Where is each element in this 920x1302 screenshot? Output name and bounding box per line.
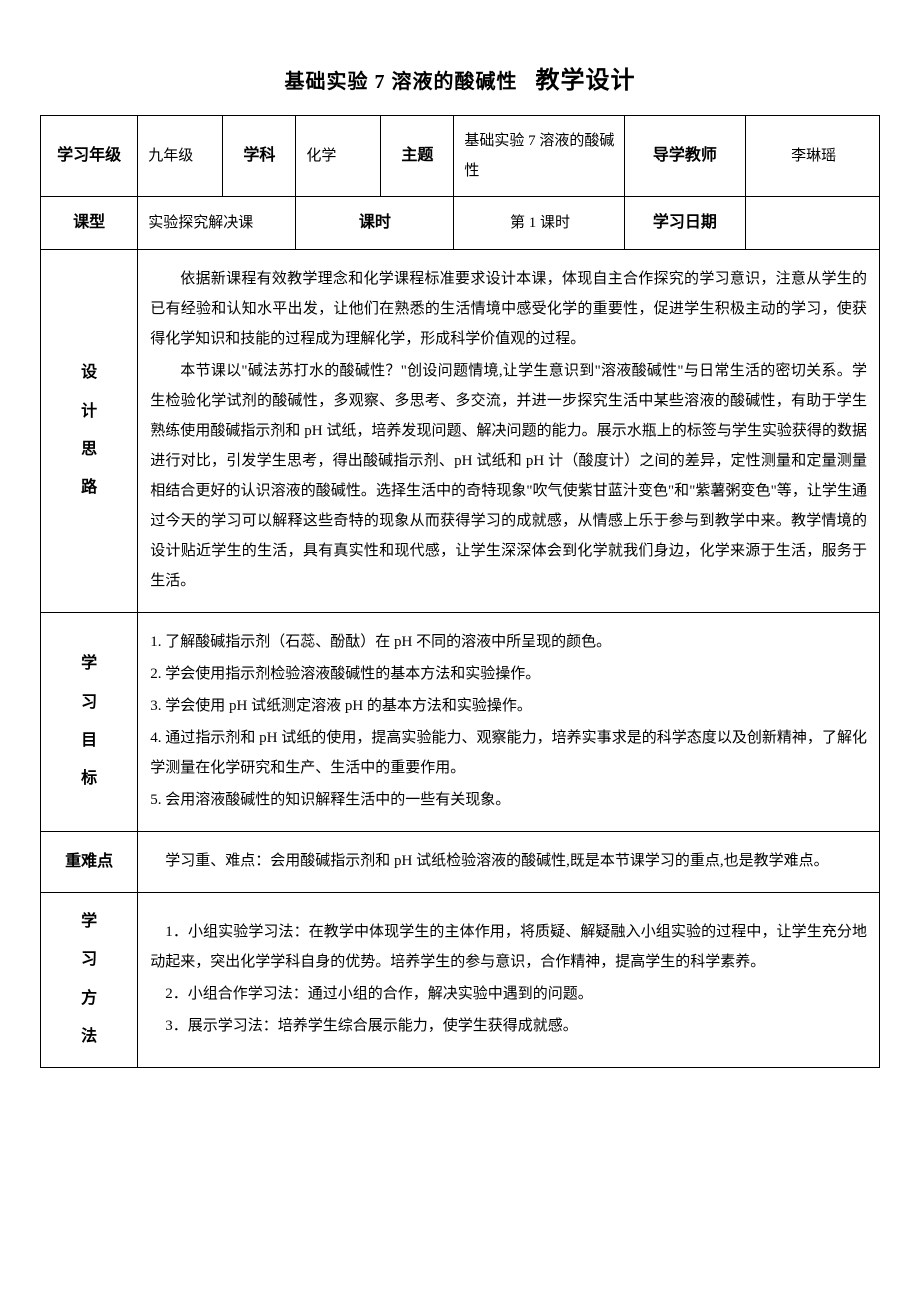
keypoints-label: 重难点 (41, 832, 138, 893)
design-content: 依据新课程有效教学理念和化学课程标准要求设计本课，体现自主合作探究的学习意识，注… (138, 250, 880, 613)
period-value: 第 1 课时 (454, 197, 624, 250)
methods-content: 1．小组实验学习法：在教学中体现学生的主体作用，将质疑、解疑融入小组实验的过程中… (138, 893, 880, 1068)
grade-value: 九年级 (138, 116, 223, 197)
keypoints-row: 重难点 学习重、难点：会用酸碱指示剂和 pH 试纸检验溶液的酸碱性,既是本节课学… (41, 832, 880, 893)
method-item: 1．小组实验学习法：在教学中体现学生的主体作用，将质疑、解疑融入小组实验的过程中… (150, 917, 867, 977)
objectives-label: 学 习 目 标 (41, 613, 138, 832)
date-label: 学习日期 (624, 197, 746, 250)
methods-label: 学 习 方 法 (41, 893, 138, 1068)
title-main: 基础实验 7 溶液的酸碱性 (285, 71, 518, 93)
header-row-2: 课型 实验探究解决课 课时 第 1 课时 学习日期 (41, 197, 880, 250)
objectives-row: 学 习 目 标 1. 了解酸碱指示剂（石蕊、酚酞）在 pH 不同的溶液中所呈现的… (41, 613, 880, 832)
objective-item: 3. 学会使用 pH 试纸测定溶液 pH 的基本方法和实验操作。 (150, 691, 867, 721)
design-p2: 本节课以"碱法苏打水的酸碱性？"创设问题情境,让学生意识到"溶液酸碱性"与日常生… (150, 356, 867, 596)
lesson-plan-table: 学习年级 九年级 学科 化学 主题 基础实验 7 溶液的酸碱性 导学教师 李琳瑶… (40, 115, 880, 1068)
teacher-value: 李琳瑶 (746, 116, 880, 197)
design-label: 设 计 思 路 (41, 250, 138, 613)
objective-item: 2. 学会使用指示剂检验溶液酸碱性的基本方法和实验操作。 (150, 659, 867, 689)
keypoints-text: 学习重、难点：会用酸碱指示剂和 pH 试纸检验溶液的酸碱性,既是本节课学习的重点… (150, 846, 867, 876)
objective-item: 5. 会用溶液酸碱性的知识解释生活中的一些有关现象。 (150, 785, 867, 815)
date-value (746, 197, 880, 250)
topic-label: 主题 (381, 116, 454, 197)
methods-row: 学 习 方 法 1．小组实验学习法：在教学中体现学生的主体作用，将质疑、解疑融入… (41, 893, 880, 1068)
design-row: 设 计 思 路 依据新课程有效教学理念和化学课程标准要求设计本课，体现自主合作探… (41, 250, 880, 613)
subject-label: 学科 (223, 116, 296, 197)
topic-value: 基础实验 7 溶液的酸碱性 (454, 116, 624, 197)
period-label: 课时 (296, 197, 454, 250)
title-suffix: 教学设计 (536, 68, 636, 94)
method-item: 3．展示学习法：培养学生综合展示能力，使学生获得成就感。 (150, 1011, 867, 1041)
document-title: 基础实验 7 溶液的酸碱性 教学设计 (40, 60, 880, 95)
keypoints-content: 学习重、难点：会用酸碱指示剂和 pH 试纸检验溶液的酸碱性,既是本节课学习的重点… (138, 832, 880, 893)
objective-item: 1. 了解酸碱指示剂（石蕊、酚酞）在 pH 不同的溶液中所呈现的颜色。 (150, 627, 867, 657)
header-row-1: 学习年级 九年级 学科 化学 主题 基础实验 7 溶液的酸碱性 导学教师 李琳瑶 (41, 116, 880, 197)
method-item: 2．小组合作学习法：通过小组的合作，解决实验中遇到的问题。 (150, 979, 867, 1009)
type-label: 课型 (41, 197, 138, 250)
grade-label: 学习年级 (41, 116, 138, 197)
type-value: 实验探究解决课 (138, 197, 296, 250)
objective-item: 4. 通过指示剂和 pH 试纸的使用，提高实验能力、观察能力，培养实事求是的科学… (150, 723, 867, 783)
design-p1: 依据新课程有效教学理念和化学课程标准要求设计本课，体现自主合作探究的学习意识，注… (150, 264, 867, 354)
teacher-label: 导学教师 (624, 116, 746, 197)
subject-value: 化学 (296, 116, 381, 197)
objectives-content: 1. 了解酸碱指示剂（石蕊、酚酞）在 pH 不同的溶液中所呈现的颜色。 2. 学… (138, 613, 880, 832)
